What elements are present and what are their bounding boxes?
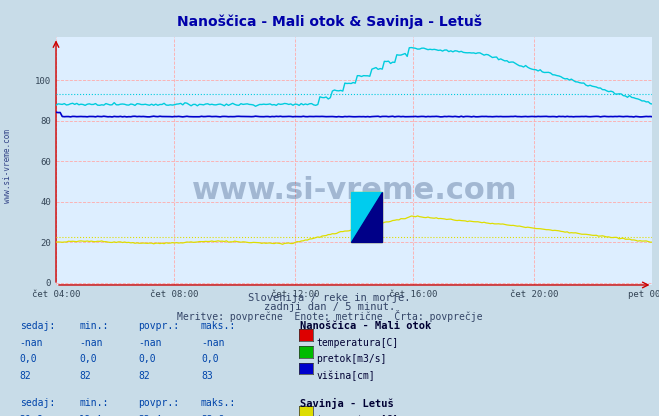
Polygon shape [351, 192, 382, 243]
Text: Meritve: povprečne  Enote: metrične  Črta: povprečje: Meritve: povprečne Enote: metrične Črta:… [177, 310, 482, 322]
Text: 82: 82 [138, 371, 150, 381]
Text: sedaj:: sedaj: [20, 321, 55, 331]
Text: 82: 82 [79, 371, 91, 381]
Text: 82: 82 [20, 371, 32, 381]
Text: povpr.:: povpr.: [138, 398, 179, 408]
Text: pretok[m3/s]: pretok[m3/s] [316, 354, 387, 364]
Text: sedaj:: sedaj: [20, 398, 55, 408]
Text: 0,0: 0,0 [79, 354, 97, 364]
Text: 20,6: 20,6 [20, 415, 43, 416]
Text: 0,0: 0,0 [138, 354, 156, 364]
FancyBboxPatch shape [351, 192, 382, 243]
Text: 22,4: 22,4 [138, 415, 162, 416]
Text: Slovenija / reke in morje.: Slovenija / reke in morje. [248, 293, 411, 303]
Text: -nan: -nan [201, 338, 225, 348]
Text: min.:: min.: [79, 321, 109, 331]
Text: maks.:: maks.: [201, 321, 236, 331]
Text: višina[cm]: višina[cm] [316, 371, 375, 381]
Text: www.si-vreme.com: www.si-vreme.com [192, 176, 517, 206]
Text: Nanoščica - Mali otok: Nanoščica - Mali otok [300, 321, 431, 331]
Text: min.:: min.: [79, 398, 109, 408]
Text: 0,0: 0,0 [20, 354, 38, 364]
Text: Nanoščica - Mali otok & Savinja - Letuš: Nanoščica - Mali otok & Savinja - Letuš [177, 15, 482, 29]
Text: temperatura[C]: temperatura[C] [316, 338, 399, 348]
Text: 83: 83 [201, 371, 213, 381]
Text: -nan: -nan [138, 338, 162, 348]
Text: maks.:: maks.: [201, 398, 236, 408]
Text: 0,0: 0,0 [201, 354, 219, 364]
Text: zadnji dan / 5 minut.: zadnji dan / 5 minut. [264, 302, 395, 312]
Text: Savinja - Letuš: Savinja - Letuš [300, 398, 393, 409]
Polygon shape [351, 192, 382, 243]
Text: 16,4: 16,4 [79, 415, 103, 416]
Text: -nan: -nan [79, 338, 103, 348]
Text: -nan: -nan [20, 338, 43, 348]
Text: www.si-vreme.com: www.si-vreme.com [3, 129, 13, 203]
Text: temperatura[C]: temperatura[C] [316, 415, 399, 416]
Text: povpr.:: povpr.: [138, 321, 179, 331]
Text: 32,9: 32,9 [201, 415, 225, 416]
